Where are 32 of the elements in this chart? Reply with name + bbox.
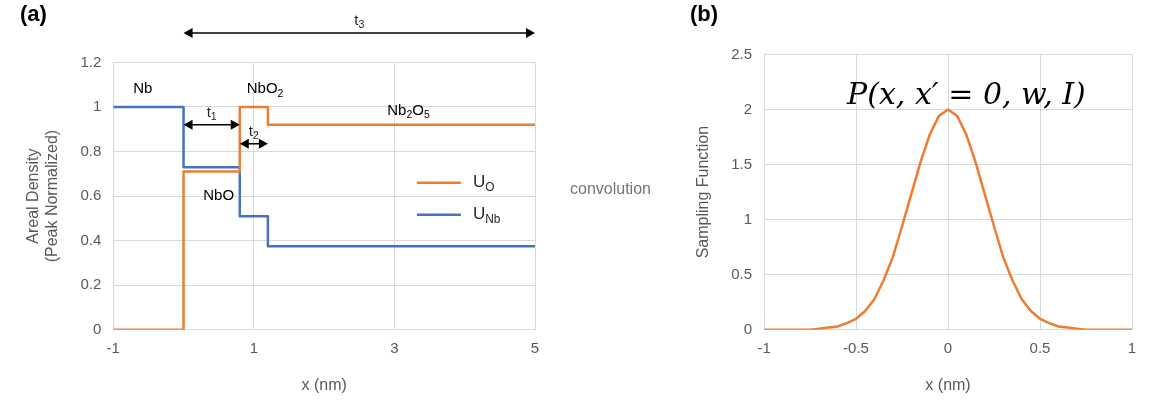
y-tick-label: 1.5	[731, 154, 753, 172]
annotation: NbO	[203, 186, 235, 204]
y-tick-label: 0.5	[731, 264, 753, 282]
y-tick-label: 2.5	[731, 44, 753, 62]
y-tick-label: 1	[92, 97, 102, 115]
text: convolution	[570, 180, 651, 198]
x-tick-label: 5	[530, 338, 540, 356]
chart-title: (b)	[690, 1, 719, 27]
y-tick-label: 1	[743, 209, 753, 227]
x-tick-label: 0	[943, 338, 953, 356]
x-tick-label: -0.5	[843, 338, 869, 356]
annotation: Nb	[133, 79, 153, 97]
y-tick-label: 1.2	[80, 52, 102, 70]
y-tick-label: 0.8	[80, 141, 102, 159]
y-tick-label: 2	[743, 99, 753, 117]
chart-title: (a)	[20, 1, 47, 27]
y-tick-label: 0	[743, 319, 753, 337]
y-tick-label: 0.4	[80, 230, 102, 248]
x-axis-title: x (nm)	[301, 375, 347, 393]
x-tick-label: 0.5	[1029, 338, 1051, 356]
x-tick-label: -1	[106, 338, 120, 356]
y-axis-title: Sampling Function	[694, 125, 712, 259]
x-axis-title: x (nm)	[925, 375, 971, 393]
annotation: P(x, x′ = 0, w, I)	[846, 75, 1086, 111]
x-tick-label: 1	[249, 338, 259, 356]
y-axis-title: Areal Density (Peak Normalized)	[24, 129, 61, 263]
x-tick-label: 1	[1127, 338, 1137, 356]
x-tick-label: -1	[757, 338, 771, 356]
y-tick-label: 0	[92, 319, 102, 337]
y-tick-label: 0.6	[80, 186, 102, 204]
y-tick-label: 0.2	[80, 275, 102, 293]
x-tick-label: 3	[390, 338, 399, 356]
